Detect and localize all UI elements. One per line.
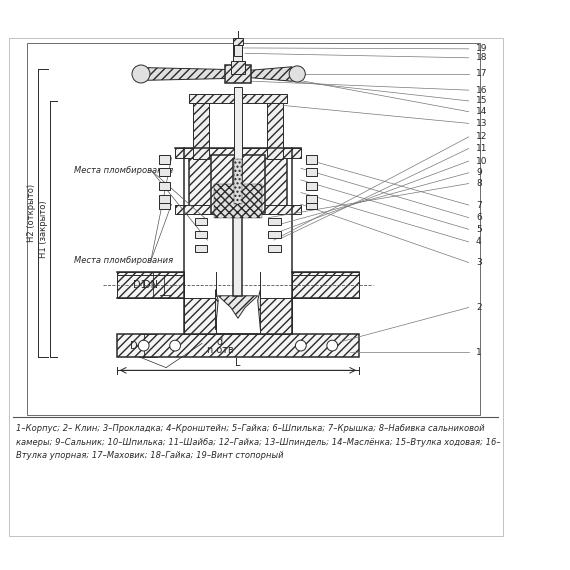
Text: 8: 8: [476, 179, 482, 188]
Bar: [159, 155, 170, 164]
Text: L: L: [235, 357, 241, 368]
Bar: [193, 101, 209, 159]
Text: 11: 11: [476, 144, 487, 153]
Text: 5: 5: [476, 225, 482, 234]
Circle shape: [139, 340, 149, 351]
Bar: [234, 45, 242, 56]
Text: H2 (открыто): H2 (открыто): [27, 184, 36, 242]
Text: 13: 13: [476, 119, 487, 128]
Text: 17: 17: [476, 70, 487, 79]
Text: 10: 10: [476, 157, 487, 165]
Bar: [159, 168, 170, 176]
Text: D1: D1: [133, 280, 146, 290]
Bar: [306, 168, 317, 176]
Text: 14: 14: [476, 107, 487, 116]
Bar: [231, 60, 245, 74]
Bar: [189, 93, 287, 103]
Circle shape: [289, 66, 306, 82]
Text: 15: 15: [476, 96, 487, 105]
Text: 1: 1: [476, 348, 482, 357]
Bar: [184, 299, 215, 335]
Bar: [195, 218, 207, 225]
Text: 3: 3: [476, 258, 482, 267]
Text: камеры; 9–Сальник; 10–Шпилька; 11–Шайба; 12–Гайка; 13–Шпиндель; 14–Маслёнка; 15–: камеры; 9–Сальник; 10–Шпилька; 11–Шайба;…: [16, 438, 501, 447]
Circle shape: [132, 65, 150, 83]
Text: H1 (закрыто): H1 (закрыто): [39, 200, 48, 258]
Bar: [189, 155, 287, 209]
Text: 18: 18: [476, 54, 487, 62]
Bar: [292, 275, 359, 298]
Text: Места пломбирования: Места пломбирования: [74, 256, 173, 265]
Text: 12: 12: [476, 132, 487, 141]
Text: Места пломбирования: Места пломбирования: [74, 165, 173, 174]
Polygon shape: [249, 67, 299, 81]
Text: 9: 9: [476, 168, 482, 177]
Text: 6: 6: [476, 213, 482, 222]
Bar: [233, 38, 243, 45]
Text: 19: 19: [476, 44, 487, 54]
Bar: [306, 195, 317, 203]
Text: D: D: [130, 341, 137, 351]
Bar: [195, 245, 207, 252]
Bar: [260, 299, 292, 335]
Bar: [268, 218, 281, 225]
Bar: [260, 299, 292, 335]
Bar: [214, 184, 262, 218]
Bar: [306, 155, 317, 164]
Text: n отв: n отв: [207, 345, 233, 355]
Polygon shape: [215, 290, 218, 330]
Circle shape: [295, 340, 306, 351]
Bar: [175, 148, 301, 158]
Bar: [211, 155, 265, 213]
Bar: [234, 159, 242, 204]
Text: 1–Корпус; 2– Клин; 3–Прокладка; 4–Кронштейн; 5–Гайка; 6–Шпилька; 7–Крышка; 8–Наб: 1–Корпус; 2– Клин; 3–Прокладка; 4–Кроншт…: [16, 424, 485, 433]
Circle shape: [170, 340, 181, 351]
Bar: [268, 231, 281, 238]
Bar: [117, 272, 184, 295]
Bar: [234, 87, 242, 159]
Bar: [234, 159, 242, 296]
Bar: [268, 245, 281, 252]
Polygon shape: [218, 296, 258, 318]
Bar: [234, 44, 242, 60]
Bar: [117, 275, 184, 298]
Bar: [225, 65, 251, 83]
Text: d: d: [217, 336, 223, 347]
Text: 2: 2: [476, 303, 482, 312]
Text: 7: 7: [476, 201, 482, 210]
Bar: [306, 200, 317, 209]
Text: 4: 4: [476, 237, 482, 246]
Bar: [184, 299, 215, 335]
Bar: [195, 231, 207, 238]
Bar: [159, 195, 170, 203]
Text: Втулка упорная; 17–Маховик; 18–Гайка; 19–Винт стопорный: Втулка упорная; 17–Маховик; 18–Гайка; 19…: [16, 451, 284, 460]
Bar: [267, 101, 283, 159]
Bar: [117, 335, 359, 357]
Polygon shape: [139, 68, 227, 80]
Circle shape: [327, 340, 337, 351]
Bar: [159, 200, 170, 209]
Bar: [306, 182, 317, 190]
Polygon shape: [258, 290, 260, 330]
Bar: [27, 43, 481, 415]
Text: 16: 16: [476, 86, 487, 95]
Bar: [292, 272, 359, 295]
Text: DN: DN: [143, 280, 158, 290]
Bar: [159, 182, 170, 190]
Bar: [175, 205, 301, 214]
